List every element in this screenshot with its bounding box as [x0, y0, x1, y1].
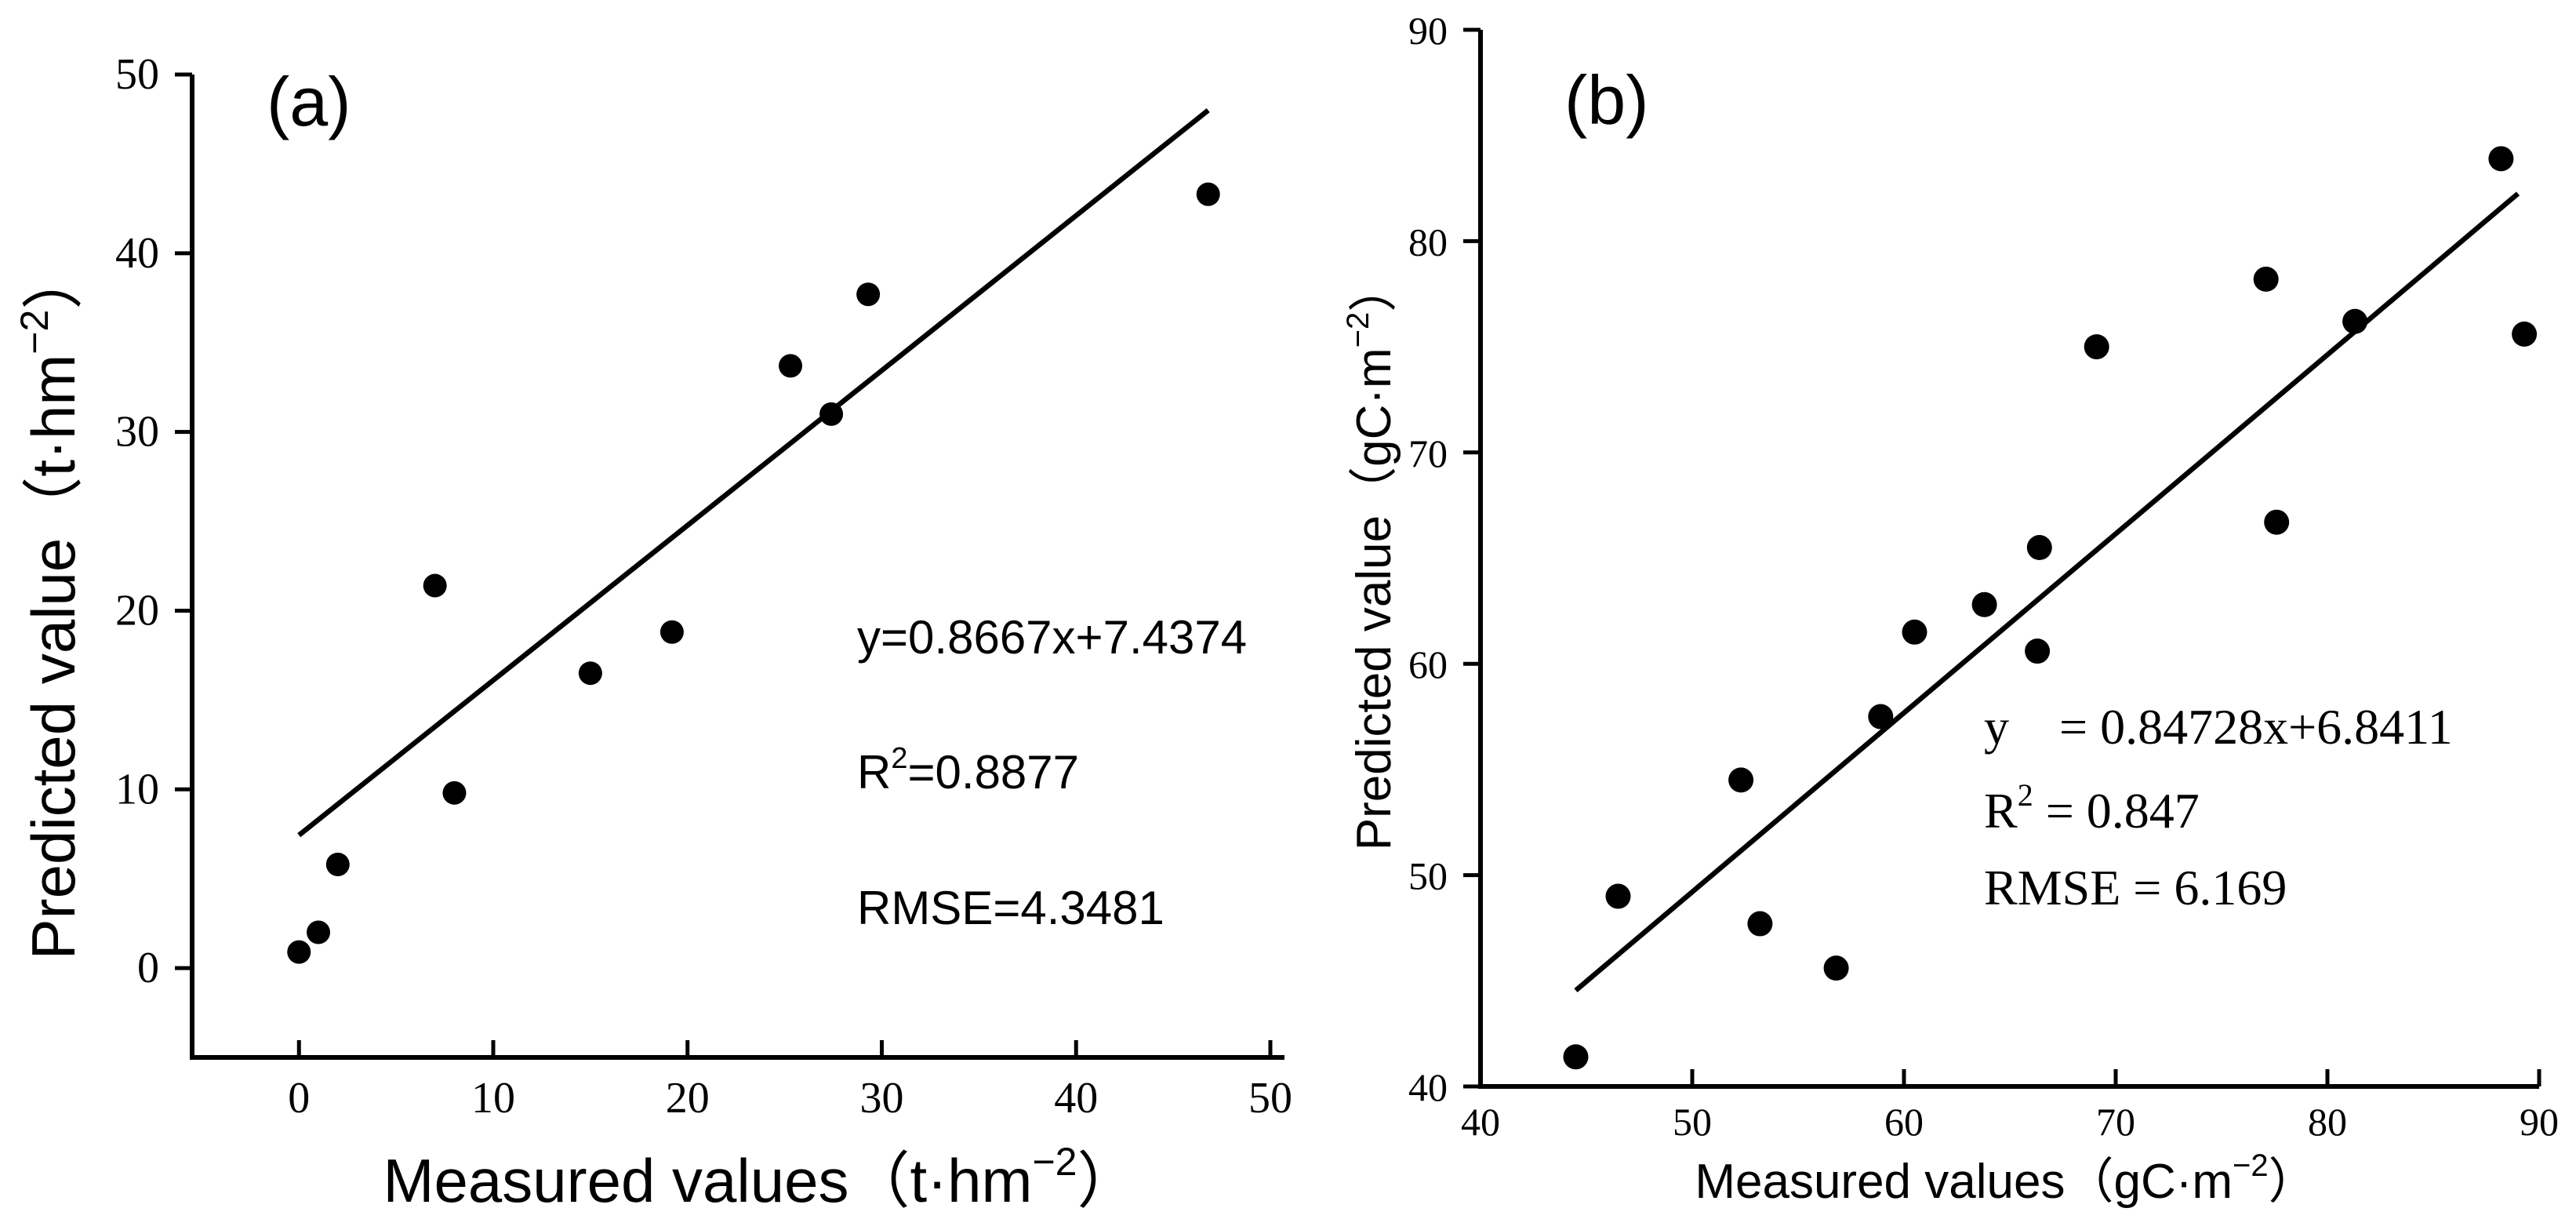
panel-a-data-point: [442, 781, 467, 805]
panel-b-data-point: [2084, 334, 2109, 360]
panel-b-data-point: [2342, 308, 2368, 334]
panel-a-r2-prefix: R: [857, 746, 891, 799]
panel-b-data-point: [2026, 535, 2052, 561]
panel-b-data-point: [1868, 704, 1894, 730]
panel-b-y-tick-label: 70: [1408, 431, 1448, 475]
panel-b-data-point: [2512, 321, 2538, 347]
panel-b-data-point: [2264, 509, 2290, 535]
panel-b-x-tick-label: 80: [2308, 1100, 2347, 1144]
panel-b: 40 50 60 70 80 90 40 50 60 70 80 90 (b) y = 0.84728…: [1341, 9, 2559, 1209]
panel-b-ticks: 40 50 60 70 80 90 40 50 60 70 80 90: [1408, 9, 2559, 1144]
panel-a-data-point: [307, 920, 331, 944]
panel-a-y-tick-label: 50: [115, 50, 159, 99]
panel-b-y-tick-label: 50: [1408, 854, 1448, 898]
panel-b-y-tick-label: 40: [1408, 1065, 1448, 1109]
panel-a-data-point: [819, 402, 844, 426]
panel-b-y-title-close: ）: [1347, 264, 1401, 312]
panel-a: 0 10 20 30 40 50 0 10 20 30 40 50 (a) y=0.8667x+7.4…: [13, 50, 1292, 1215]
panel-b-x-tick-label: 60: [1884, 1100, 1924, 1144]
panel-b-y-tick-label: 80: [1408, 220, 1448, 264]
panel-a-points: [287, 182, 1220, 964]
panel-b-x-title-sup: −2: [2233, 1148, 2269, 1183]
panel-a-data-point: [578, 661, 602, 686]
panel-a-x-tick-label: 20: [666, 1074, 710, 1123]
panel-a-ticks: 0 10 20 30 40 50 0 10 20 30 40 50: [115, 50, 1292, 1123]
panel-b-x-tick-label: 40: [1461, 1100, 1500, 1144]
panel-b-data-point: [2253, 266, 2279, 292]
panel-b-y-tick-label: 60: [1408, 642, 1448, 686]
panel-b-x-tick-label: 90: [2520, 1100, 2559, 1144]
panel-a-x-tick-label: 50: [1248, 1074, 1292, 1123]
panel-a-x-title-sup: −2: [1032, 1140, 1077, 1184]
panel-a-x-tick-label: 40: [1054, 1074, 1098, 1123]
panel-b-r2: R2 = 0.847: [1984, 777, 2200, 839]
panel-a-data-point: [325, 852, 350, 876]
panel-b-label: (b): [1564, 61, 1649, 139]
panel-a-y-title-close: ）: [19, 249, 88, 310]
panel-a-y-axis-title: Predicted value（t·hm−2）: [13, 249, 88, 960]
panel-a-rmse: RMSE=4.3481: [857, 882, 1164, 934]
panel-b-equation: y = 0.84728x+6.8411: [1984, 699, 2453, 755]
panel-b-y-title-main: Predicted value（gC·m: [1347, 348, 1401, 850]
panel-b-x-tick-label: 50: [1673, 1100, 1712, 1144]
panel-b-r2-sup: 2: [2018, 777, 2033, 813]
panel-b-data-point: [2025, 639, 2051, 664]
panel-b-y-tick-label: 90: [1408, 9, 1448, 53]
panel-b-y-title-sup: −2: [1341, 312, 1375, 348]
panel-a-data-point: [779, 354, 803, 378]
panel-a-y-tick-label: 0: [137, 944, 159, 992]
panel-b-x-axis-title: Measured values（gC·m−2）: [1695, 1148, 2316, 1209]
panel-a-y-title-main: Predicted value（t·hm: [19, 355, 88, 960]
panel-b-x-title-main: Measured values（gC·m: [1695, 1155, 2233, 1209]
panel-a-r2-value: =0.8877: [907, 746, 1079, 799]
panel-b-y-axis-title: Predicted value（gC·m−2）: [1341, 264, 1401, 851]
panel-a-fit-line: [297, 108, 1210, 838]
panel-a-y-tick-label: 20: [115, 586, 159, 635]
panel-a-data-point: [287, 940, 311, 964]
panel-a-equation: y=0.8667x+7.4374: [857, 611, 1247, 664]
panel-a-data-point: [659, 620, 684, 644]
panel-b-data-point: [1971, 591, 1997, 617]
panel-b-x-title-close: ）: [2269, 1155, 2317, 1209]
panel-a-data-point: [856, 282, 881, 307]
panel-b-r2-value: = 0.847: [2033, 783, 2200, 839]
panel-a-y-tick-label: 30: [115, 408, 159, 457]
panel-b-data-point: [2488, 146, 2514, 172]
panel-a-x-title-main: Measured values（t·hm: [383, 1146, 1032, 1215]
panel-b-x-tick-label: 70: [2096, 1100, 2135, 1144]
panel-a-r2: R2=0.8877: [857, 742, 1079, 799]
panel-a-x-title-close: ）: [1077, 1146, 1139, 1215]
panel-b-data-point: [1902, 619, 1927, 645]
panel-b-data-point: [1563, 1044, 1589, 1070]
panel-a-r2-sup: 2: [891, 742, 907, 775]
panel-a-x-tick-label: 10: [471, 1074, 515, 1123]
panel-b-rmse: RMSE = 6.169: [1984, 860, 2287, 915]
panel-b-data-point: [1747, 911, 1773, 937]
panel-a-x-tick-label: 30: [860, 1074, 904, 1123]
panel-a-data-point: [1196, 182, 1220, 206]
panel-b-r2-prefix: R: [1984, 783, 2018, 839]
panel-b-points: [1563, 146, 2538, 1070]
panel-a-y-tick-label: 40: [115, 229, 159, 278]
panel-b-data-point: [1823, 955, 1849, 981]
panel-b-data-point: [1728, 767, 1754, 793]
panel-a-x-axis-title: Measured values（t·hm−2）: [383, 1140, 1138, 1215]
panel-a-y-title-sup: −2: [13, 310, 56, 355]
panel-a-label: (a): [267, 63, 351, 140]
panel-a-y-tick-label: 10: [115, 765, 159, 813]
panel-a-data-point: [423, 573, 447, 598]
panel-a-x-tick-label: 0: [288, 1074, 310, 1123]
panel-b-data-point: [1605, 883, 1631, 909]
